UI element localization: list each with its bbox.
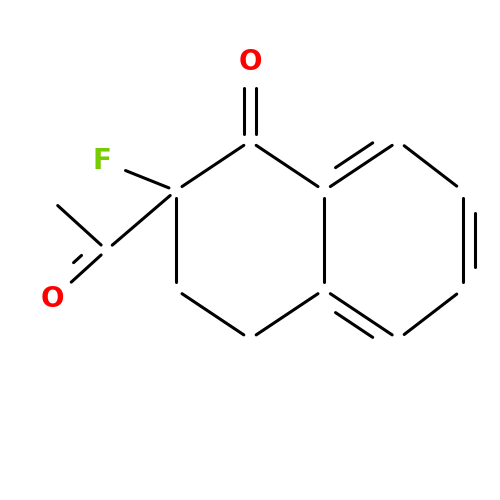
Text: O: O xyxy=(238,48,262,76)
Text: O: O xyxy=(40,286,64,314)
Text: F: F xyxy=(92,147,111,175)
